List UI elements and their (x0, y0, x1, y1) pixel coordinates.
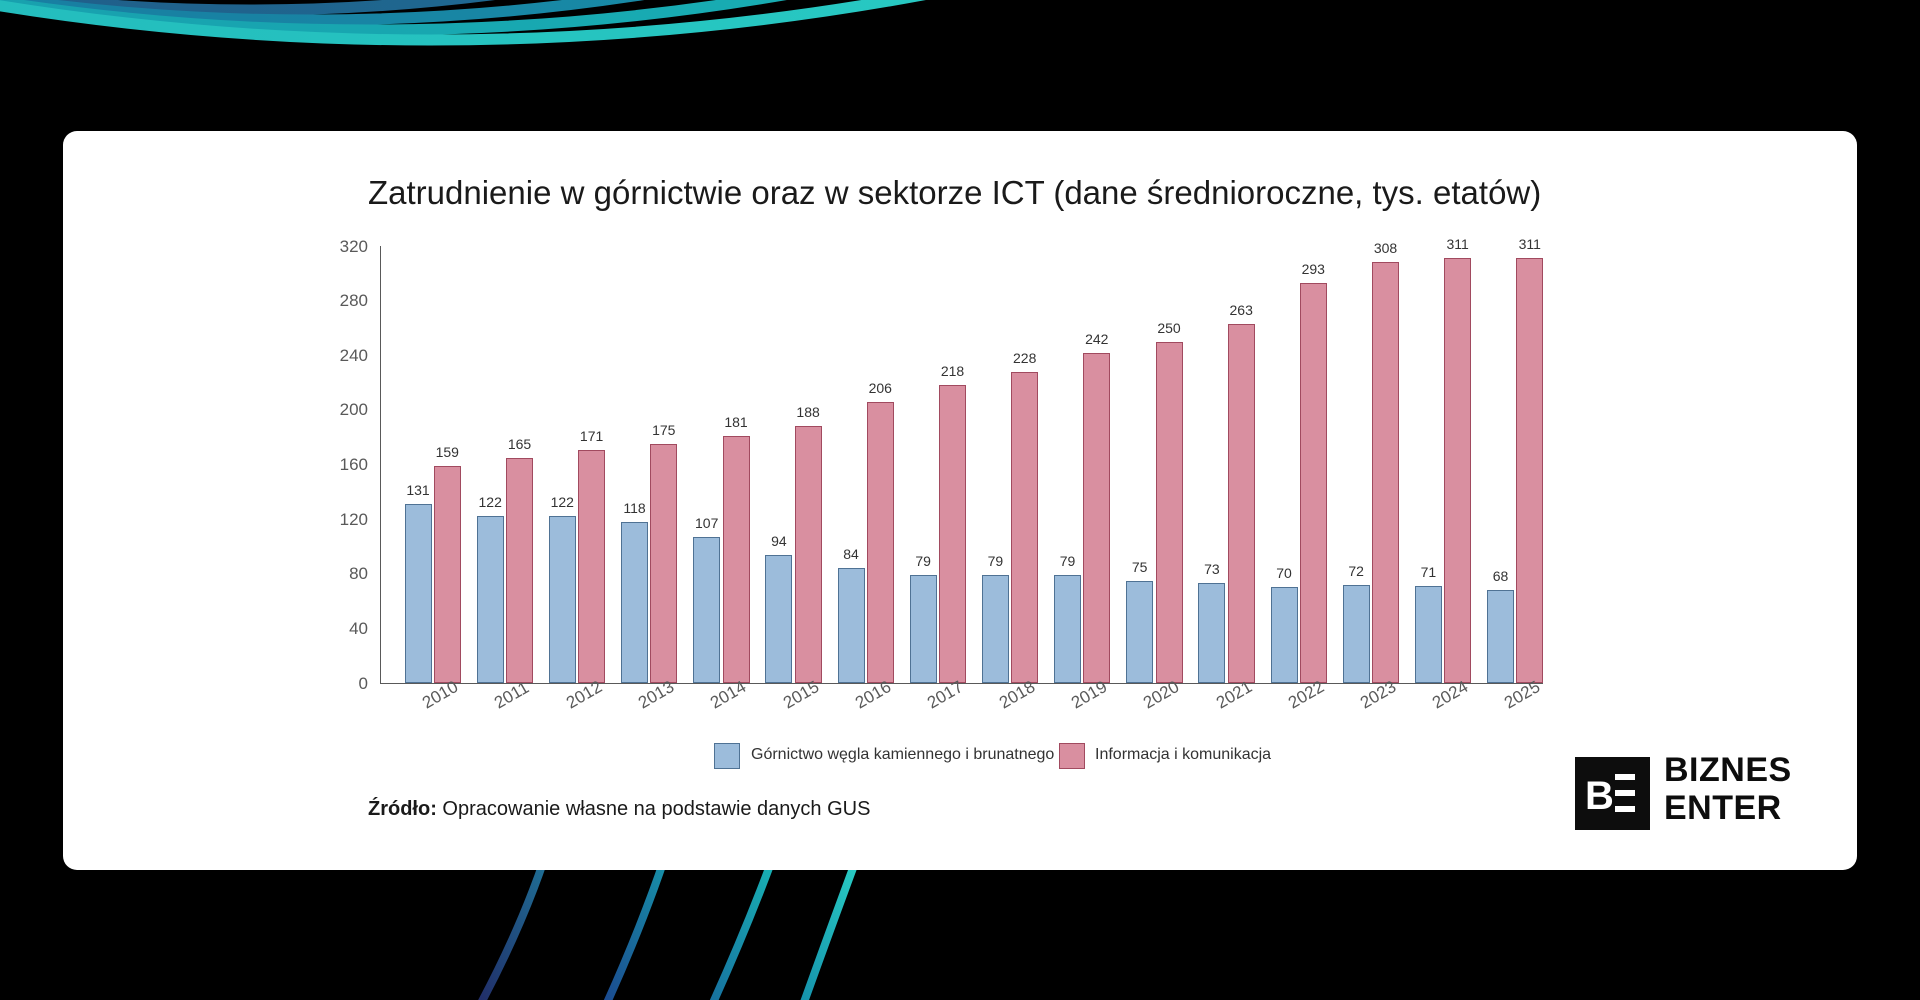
svg-text:B: B (1585, 774, 1614, 818)
